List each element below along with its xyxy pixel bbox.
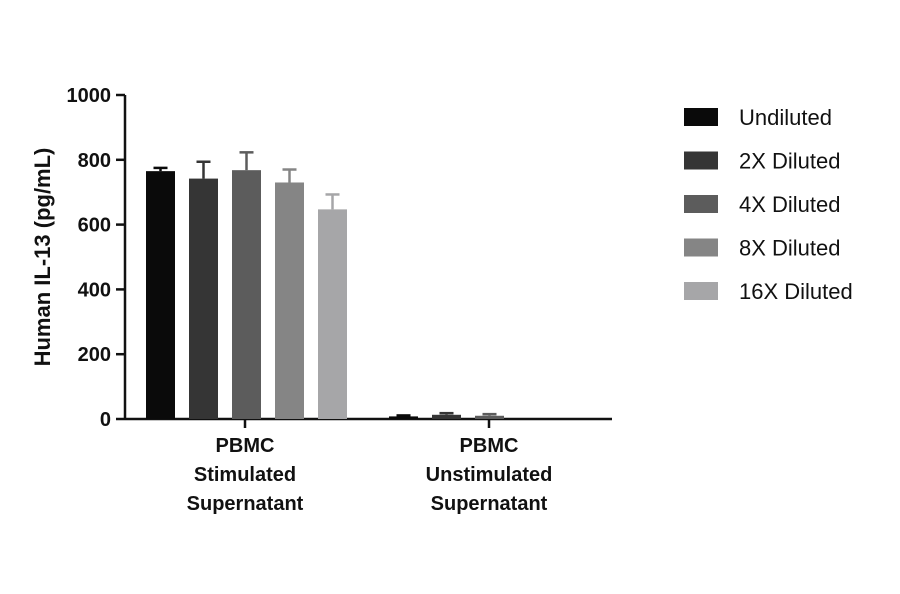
bar bbox=[275, 182, 304, 419]
x-tick-label: Stimulated bbox=[194, 464, 296, 486]
plot-area: 0 200 400 600 800 1000 Human IL-13 (pg/mL) PBMC… bbox=[30, 85, 612, 515]
legend-label: 2X Diluted bbox=[739, 149, 841, 174]
legend-swatch bbox=[684, 238, 718, 257]
x-tick-label: Supernatant bbox=[187, 493, 304, 515]
legend-label: Undiluted bbox=[739, 105, 832, 130]
legend-swatch bbox=[684, 108, 718, 126]
bar bbox=[432, 414, 461, 419]
x-tick-label: PBMC bbox=[460, 435, 519, 457]
x-tick-label: Supernatant bbox=[431, 493, 548, 515]
bar bbox=[475, 415, 504, 419]
bar bbox=[318, 209, 347, 419]
y-tick-label: 200 bbox=[78, 344, 111, 366]
y-tick-label: 600 bbox=[78, 215, 111, 237]
legend-label: 4X Diluted bbox=[739, 192, 841, 217]
y-tick-label: 1000 bbox=[67, 85, 112, 107]
legend-label: 16X Diluted bbox=[739, 279, 853, 304]
y-tick-label: 400 bbox=[78, 279, 111, 301]
y-tick-label: 0 bbox=[100, 409, 111, 431]
legend-label: 8X Diluted bbox=[739, 236, 841, 261]
legend: Undiluted 2X Diluted 4X Diluted 8X Diluted 1… bbox=[684, 105, 853, 304]
bar bbox=[389, 416, 418, 419]
bar bbox=[146, 171, 175, 419]
y-tick-label: 800 bbox=[78, 150, 111, 172]
x-tick-label: PBMC bbox=[216, 435, 275, 457]
x-tick-label: Unstimulated bbox=[426, 464, 553, 486]
legend-swatch bbox=[684, 151, 718, 170]
legend-swatch bbox=[684, 195, 718, 213]
y-axis-title: Human IL-13 (pg/mL) bbox=[30, 148, 55, 367]
legend-swatch bbox=[684, 282, 718, 300]
bar bbox=[232, 170, 261, 419]
bar bbox=[189, 178, 218, 419]
